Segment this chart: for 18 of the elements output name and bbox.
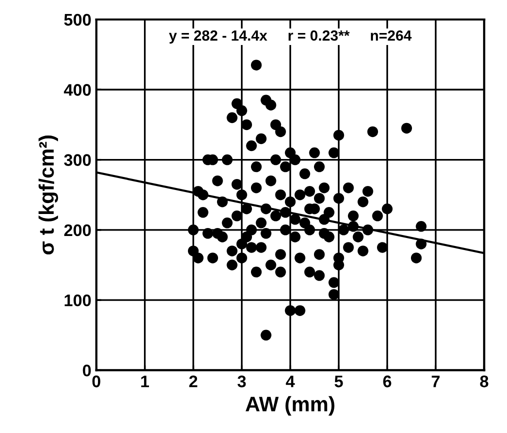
x-tick-label: 6: [383, 376, 392, 388]
x-tick-label: 3: [238, 376, 246, 388]
x-tick-label: 1: [141, 376, 149, 388]
y-tick-label: 300: [64, 154, 91, 166]
y-tick-label: 0: [82, 364, 91, 376]
x-tick-label: 2: [189, 376, 198, 388]
x-tick-label: 7: [432, 376, 440, 388]
y-tick-label: 500: [64, 14, 91, 26]
x-axis-title: AW (mm): [246, 396, 334, 416]
x-tick-label: 5: [334, 376, 343, 388]
y-tick-label: 400: [64, 84, 91, 96]
y-axis-title: σ t (kgf/cm²): [38, 136, 58, 254]
x-tick-label: 4: [286, 376, 295, 388]
y-tick-label: 100: [64, 294, 91, 306]
x-tick-label: 0: [92, 376, 100, 388]
y-tick-label: 200: [64, 224, 91, 236]
annotation: y = 282 - 14.4x r = 0.23** n=264: [168, 30, 412, 44]
x-tick-label: 8: [480, 376, 488, 388]
